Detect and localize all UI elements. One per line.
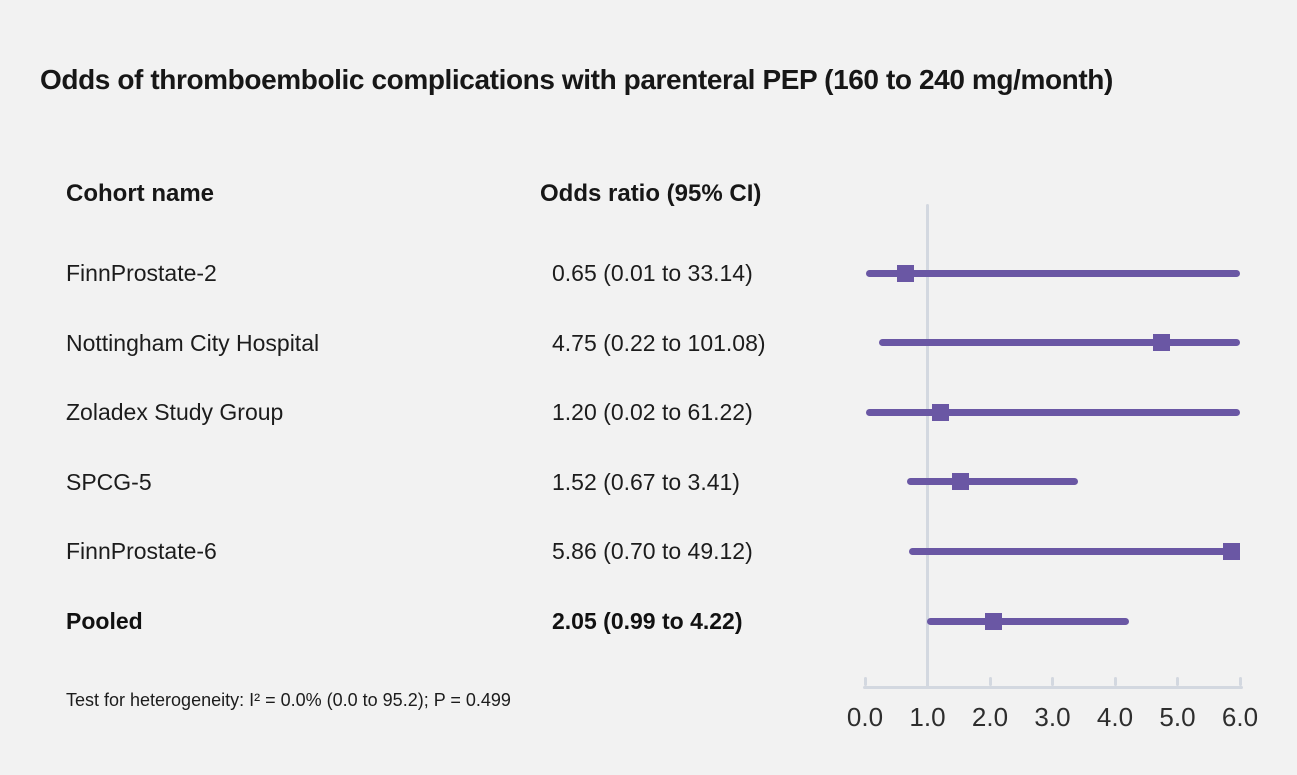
x-axis-tick-label: 3.0 [1034,702,1071,732]
x-axis-line [863,686,1243,689]
x-axis-tick-label: 0.0 [846,702,884,732]
odds-ratio-marker [931,403,949,421]
odds-ratio-marker [984,612,1002,630]
cohort-label: Nottingham City Hospital [66,329,320,356]
confidence-interval-bar [908,547,1240,555]
cohort-label: FinnProstate-2 [66,260,217,286]
confidence-interval-bar [906,478,1079,486]
odds-ratio-marker [897,264,915,282]
odds-ratio-value: 1.20 (0.02 to 61.22) [552,399,753,426]
x-axis-tick [988,677,992,686]
odds-ratio-marker [1153,334,1171,352]
odds-ratio-value: 1.52 (0.67 to 3.41) [552,468,740,495]
x-axis-tick-label: 1.0 [909,702,946,732]
odds-ratio-marker [1222,542,1240,560]
odds-ratio-marker [951,473,969,491]
x-axis-tick [1051,677,1054,686]
x-axis-tick [1176,677,1179,686]
odds-ratio-value: 5.86 (0.70 to 49.12) [552,538,753,565]
cohort-label: FinnProstate-6 [66,538,217,565]
odds-ratio-value: 0.65 (0.01 to 33.14) [552,260,753,286]
x-axis-tick-label: 5.0 [1159,702,1196,732]
x-axis-tick-label: 4.0 [1096,702,1134,732]
confidence-interval-bar [878,339,1240,347]
x-axis-tick [926,677,929,686]
confidence-interval-bar [866,408,1240,416]
confidence-interval-bar [926,617,1129,625]
heterogeneity-footnote: Test for heterogeneity: I² = 0.0% (0.0 t… [66,690,511,710]
figure-title: Odds of thromboembolic complications wit… [40,64,1113,95]
x-axis-tick [1113,677,1117,686]
odds-ratio-value: 2.05 (0.99 to 4.22) [552,608,743,634]
cohort-label: SPCG-5 [66,468,152,495]
x-axis-tick [863,677,867,686]
confidence-interval-bar [865,269,1240,277]
x-axis-tick [1238,677,1242,686]
cohort-label: Pooled [66,608,143,634]
column-header-odds-ratio: Odds ratio (95% CI) [540,180,762,207]
reference-line [926,204,929,689]
column-header-cohort: Cohort name [66,180,215,207]
x-axis-tick-label: 6.0 [1221,702,1259,732]
cohort-label: Zoladex Study Group [66,399,284,426]
x-axis-tick-label: 2.0 [971,702,1009,732]
odds-ratio-value: 4.75 (0.22 to 101.08) [552,329,766,356]
